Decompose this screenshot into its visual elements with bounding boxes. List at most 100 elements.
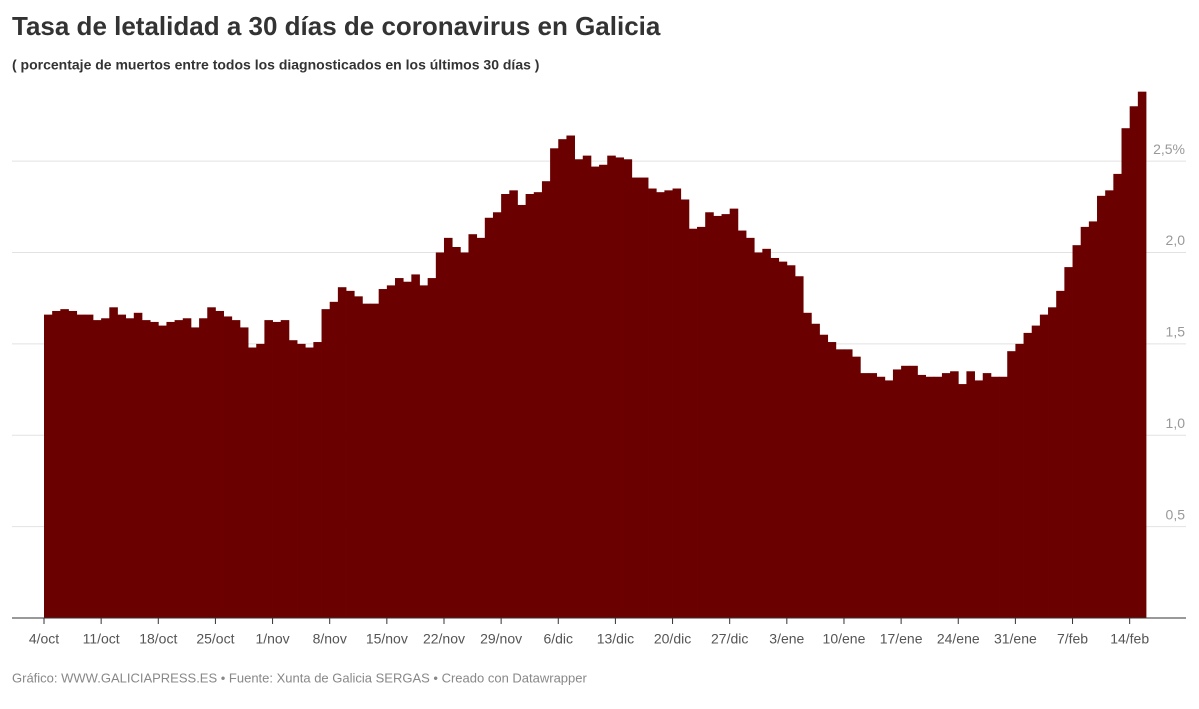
y-tick-label: 1,0 xyxy=(1166,415,1186,431)
bar xyxy=(395,278,404,618)
bar xyxy=(52,310,61,618)
bar xyxy=(452,247,461,618)
x-tick-label: 27/dic xyxy=(711,631,748,647)
bar xyxy=(403,281,412,618)
bar xyxy=(337,287,347,618)
bar xyxy=(362,303,371,618)
bar xyxy=(92,320,102,618)
y-tick-label: 2,5% xyxy=(1153,141,1185,157)
bar xyxy=(648,188,657,618)
bar xyxy=(990,376,1000,618)
bar xyxy=(688,228,698,619)
x-tick-label: 18/oct xyxy=(139,631,177,647)
bar xyxy=(664,190,673,618)
bar xyxy=(1088,221,1098,618)
bar xyxy=(909,365,918,618)
bar xyxy=(762,248,771,619)
bar xyxy=(737,230,747,618)
bar xyxy=(999,376,1008,618)
bar xyxy=(966,371,975,618)
x-tick-label: 1/nov xyxy=(255,631,289,647)
bar xyxy=(256,343,265,618)
bar xyxy=(892,369,902,618)
bar xyxy=(370,303,380,618)
x-tick-label: 20/dic xyxy=(654,631,691,647)
bar xyxy=(468,234,478,618)
bar xyxy=(44,314,53,618)
bar xyxy=(533,192,543,618)
bar xyxy=(713,215,722,618)
bar xyxy=(280,320,290,618)
bar xyxy=(248,347,257,618)
x-tick-label: 7/feb xyxy=(1057,631,1088,647)
x-tick-label: 13/dic xyxy=(597,631,634,647)
bar xyxy=(354,296,363,618)
bar xyxy=(672,188,682,618)
bar xyxy=(223,316,233,618)
bar xyxy=(501,194,510,618)
bar xyxy=(313,342,322,618)
bar xyxy=(1023,332,1033,618)
bar xyxy=(484,217,494,619)
bar xyxy=(492,212,502,618)
bar xyxy=(974,380,984,618)
x-tick-label: 11/oct xyxy=(83,631,120,647)
bar xyxy=(264,320,273,618)
bar xyxy=(297,343,306,618)
bar xyxy=(166,321,176,618)
x-tick-label: 17/ene xyxy=(880,631,923,647)
x-tick-label: 24/ene xyxy=(937,631,980,647)
x-tick-label: 22/nov xyxy=(423,631,465,647)
bar xyxy=(386,285,396,618)
bar xyxy=(599,164,608,619)
x-tick-label: 31/ene xyxy=(994,631,1037,647)
bar xyxy=(803,312,812,618)
bar xyxy=(607,155,616,618)
x-tick-label: 8/nov xyxy=(313,631,347,647)
bar xyxy=(1072,245,1082,618)
bar xyxy=(378,289,388,618)
bar xyxy=(950,371,959,618)
bar xyxy=(631,177,641,618)
bar xyxy=(321,309,331,618)
bar xyxy=(141,320,151,618)
bar xyxy=(623,159,633,618)
bar xyxy=(876,376,886,618)
bar xyxy=(199,318,208,618)
bar xyxy=(982,373,992,618)
bar xyxy=(460,252,469,618)
y-tick-label: 1,5 xyxy=(1166,324,1186,340)
y-tick-label: 2,0 xyxy=(1166,232,1186,248)
bar xyxy=(1121,128,1131,618)
bar xyxy=(1031,325,1041,618)
bar xyxy=(811,323,820,618)
bar xyxy=(656,192,665,618)
chart-title: Tasa de letalidad a 30 días de coronavir… xyxy=(12,11,661,41)
bar xyxy=(125,318,135,618)
bar xyxy=(101,318,110,618)
bar xyxy=(1056,290,1065,618)
bar xyxy=(917,374,926,618)
bar xyxy=(901,365,910,618)
bar xyxy=(68,310,78,618)
bar xyxy=(272,321,282,618)
bar xyxy=(411,274,420,618)
bar xyxy=(721,214,731,618)
bar xyxy=(860,373,869,618)
x-tick-label: 3/ene xyxy=(769,631,804,647)
bar xyxy=(933,376,943,618)
bar xyxy=(60,309,69,618)
bar xyxy=(729,208,739,618)
bar xyxy=(827,342,837,618)
bar xyxy=(182,318,192,618)
bar xyxy=(754,252,763,618)
bar xyxy=(239,327,249,618)
bar xyxy=(109,307,118,618)
x-tick-label: 6/dic xyxy=(543,631,573,647)
bar xyxy=(884,380,894,618)
bar xyxy=(1015,343,1024,618)
bar xyxy=(174,320,184,618)
x-tick-label: 10/ene xyxy=(823,631,866,647)
x-tick-label: 25/oct xyxy=(196,631,234,647)
bar xyxy=(541,181,551,618)
